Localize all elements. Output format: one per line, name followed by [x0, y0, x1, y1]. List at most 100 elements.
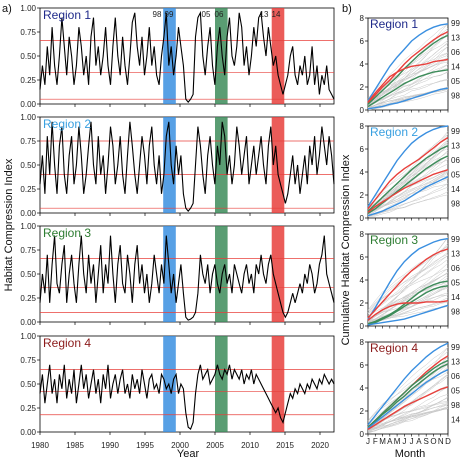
x-tick-label: 1990: [101, 441, 119, 450]
x-tick-label: 2020: [311, 441, 329, 450]
y-tick-label: 1.00: [20, 113, 36, 122]
other-year-line: [367, 271, 449, 323]
highlight-year-line: [367, 169, 449, 213]
y-tick-label: 6: [360, 37, 365, 46]
other-year-line: [367, 258, 449, 317]
highlight-year-line: [367, 363, 449, 429]
month-tick-label: J: [402, 437, 406, 446]
highlight-year-line: [367, 368, 449, 429]
y-tick-label: 2: [360, 191, 365, 200]
region-title: Region 1: [370, 17, 418, 31]
event-label: 99: [165, 10, 174, 19]
other-year-line: [367, 397, 449, 432]
y-tick-label: 4: [360, 168, 365, 177]
other-year-line: [367, 191, 449, 217]
panel-b-xlabel: Month: [395, 448, 426, 460]
other-year-line: [367, 178, 449, 214]
highlight-year-line: [367, 342, 449, 426]
year-label: 13: [451, 250, 460, 259]
highlight-year-line: [367, 87, 449, 110]
year-label: 06: [451, 156, 460, 165]
region-title: Region 3: [370, 233, 418, 247]
panel-a-frame: [39, 225, 335, 323]
other-year-line: [367, 23, 449, 99]
highlight-year-line: [367, 69, 449, 108]
year-label: 14: [451, 416, 460, 425]
y-tick-label: 0.00: [20, 428, 36, 437]
year-label: 05: [451, 77, 460, 86]
y-tick-label: 0: [360, 322, 365, 331]
panel-a-xlabel: Year: [177, 448, 200, 460]
month-tick-label: D: [445, 437, 451, 446]
highlight-year-line: [367, 300, 449, 321]
event-label: 06: [215, 10, 224, 19]
highlight-year-line: [367, 58, 449, 103]
x-tick-label: 2015: [276, 441, 294, 450]
year-label: 99: [451, 127, 460, 136]
y-tick-label: 8: [360, 122, 365, 131]
year-label: 99: [451, 343, 460, 352]
highlight-year-line: [367, 304, 449, 326]
highlight-year-line: [367, 248, 449, 319]
year-label: 14: [451, 63, 460, 72]
y-tick-label: 1.00: [20, 222, 36, 231]
month-tick-label: F: [373, 437, 378, 446]
region-title: Region 2: [43, 117, 91, 131]
highlight-year-line: [367, 31, 449, 104]
month-tick-label: N: [438, 437, 444, 446]
highlight-year-line: [367, 285, 449, 326]
y-tick-label: 0: [360, 106, 365, 115]
other-year-line: [367, 262, 449, 323]
year-label: 98: [451, 200, 460, 209]
year-label: 14: [451, 185, 460, 194]
region-title: Region 4: [370, 341, 418, 355]
y-tick-label: 0.75: [20, 137, 36, 146]
year-label: 99: [451, 19, 460, 28]
region-title: Region 4: [43, 336, 91, 350]
year-label: 13: [451, 358, 460, 367]
y-tick-label: 0.50: [20, 270, 36, 279]
hci-series-line: [39, 10, 335, 103]
x-tick-label: 2005: [206, 441, 224, 450]
highlight-year-line: [367, 359, 449, 428]
event-band: [271, 226, 285, 322]
y-tick-label: 0.75: [20, 28, 36, 37]
y-tick-label: 1.00: [20, 4, 36, 13]
year-label: 13: [451, 34, 460, 43]
y-tick-label: 2: [360, 83, 365, 92]
highlight-year-line: [367, 237, 449, 320]
y-tick-label: 0: [360, 214, 365, 223]
y-tick-label: 0.75: [20, 246, 36, 255]
event-band: [215, 8, 228, 104]
highlight-year-line: [367, 386, 449, 430]
y-tick-label: 8: [360, 230, 365, 239]
event-label: 13: [260, 10, 269, 19]
y-tick-label: 0.25: [20, 294, 36, 303]
region-title: Region 1: [43, 8, 91, 22]
year-label: 98: [451, 308, 460, 317]
month-tick-label: O: [430, 437, 436, 446]
other-year-line: [367, 364, 449, 430]
month-tick-label: A: [387, 437, 393, 446]
year-label: 06: [451, 48, 460, 57]
other-year-line: [367, 292, 449, 323]
y-tick-label: 2: [360, 407, 365, 416]
event-band: [215, 336, 228, 432]
other-year-line: [367, 90, 449, 111]
month-tick-label: J: [410, 437, 414, 446]
month-tick-label: M: [379, 437, 386, 446]
y-tick-label: 0.25: [20, 185, 36, 194]
other-year-line: [367, 408, 449, 431]
hci-series-line: [39, 235, 335, 321]
y-tick-label: 8: [360, 14, 365, 23]
event-band: [271, 8, 285, 104]
other-year-line: [367, 155, 449, 216]
chart-marks: 0.00 0.25 0.50 0.75 1.00 Region 1 0.00 0.25 0.50…: [20, 4, 460, 450]
hci-series-line: [39, 364, 335, 431]
x-tick-label: 1985: [66, 441, 84, 450]
other-year-line: [367, 255, 449, 321]
year-label: 99: [451, 235, 460, 244]
other-year-line: [367, 253, 449, 314]
other-year-line: [367, 59, 449, 102]
y-tick-label: 4: [360, 60, 365, 69]
